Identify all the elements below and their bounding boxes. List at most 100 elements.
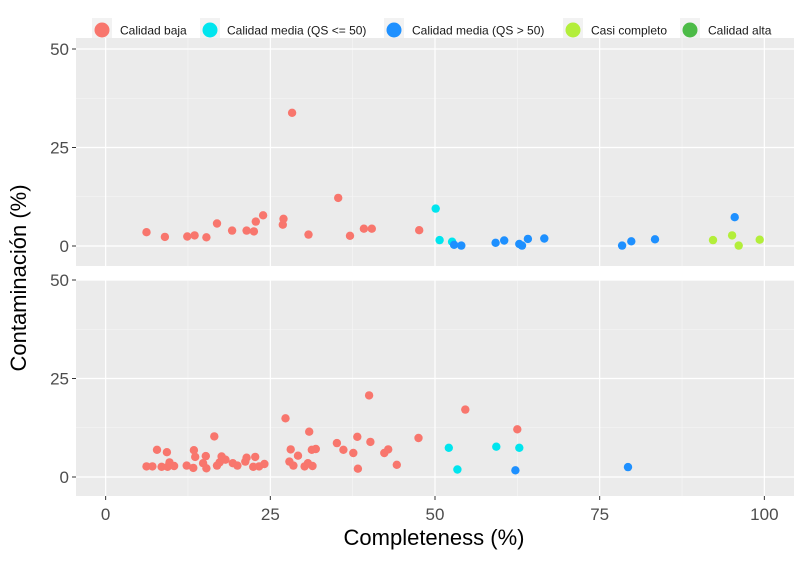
data-point	[289, 461, 298, 470]
data-point	[491, 238, 500, 247]
data-point	[349, 448, 358, 458]
data-point	[281, 414, 290, 423]
data-point	[353, 432, 362, 441]
data-point	[142, 228, 151, 237]
legend-label: Calidad baja	[120, 24, 187, 38]
data-point	[650, 235, 660, 244]
data-point	[345, 231, 355, 240]
data-point	[201, 451, 210, 461]
data-point	[152, 445, 162, 454]
data-point	[279, 214, 288, 223]
legend-item-3: Calidad media (QS > 50)	[384, 18, 544, 42]
data-point	[461, 405, 470, 414]
x-tick-label: 100	[750, 505, 778, 524]
data-point	[457, 241, 466, 250]
data-point	[500, 236, 509, 245]
data-point	[515, 443, 524, 452]
data-point	[202, 233, 211, 242]
facet-panels: 0 25 50 0 25 50	[50, 38, 794, 496]
data-point	[242, 226, 251, 235]
data-point	[449, 240, 459, 249]
data-point	[157, 462, 166, 471]
data-point	[304, 230, 313, 239]
data-point	[727, 231, 737, 240]
legend-item-2: Calidad media (QS <= 50)	[200, 18, 366, 42]
legend-label: Calidad media (QS > 50)	[412, 24, 544, 38]
data-point	[293, 451, 303, 460]
data-point	[260, 459, 269, 469]
data-point	[627, 237, 636, 246]
legend-item-4: Casi completo	[563, 18, 667, 42]
data-point	[734, 241, 743, 250]
data-point	[191, 452, 200, 462]
data-point	[183, 232, 192, 241]
panel-2: 0 25 50	[50, 271, 794, 496]
data-point	[339, 445, 348, 454]
legend-item-5: Calidad alta	[680, 18, 772, 42]
data-point	[617, 241, 627, 250]
data-point	[221, 455, 230, 464]
data-point	[242, 453, 251, 462]
legend: Calidad baja Calidad media (QS <= 50) Cali…	[92, 18, 772, 42]
data-point	[708, 235, 718, 245]
data-point	[334, 193, 343, 203]
x-tick-label: 0	[101, 505, 110, 524]
data-point	[189, 463, 198, 473]
data-point	[251, 217, 260, 226]
data-point	[523, 234, 533, 244]
data-point	[353, 464, 363, 473]
data-point	[384, 445, 393, 454]
data-point	[435, 235, 444, 245]
data-point	[511, 466, 520, 475]
data-point	[540, 234, 549, 243]
data-point	[492, 442, 501, 451]
data-point	[202, 464, 211, 473]
legend-swatch	[386, 22, 402, 38]
data-point	[182, 461, 191, 470]
data-point	[444, 443, 453, 452]
legend-swatch	[682, 22, 698, 38]
data-point	[332, 438, 342, 448]
data-point	[169, 461, 179, 471]
data-point	[453, 465, 462, 474]
data-point	[287, 108, 297, 118]
x-tick-label: 50	[426, 505, 445, 524]
data-point	[142, 462, 151, 471]
data-point	[755, 235, 764, 244]
data-point	[392, 460, 401, 469]
data-point	[162, 448, 172, 457]
x-tick-label: 25	[261, 505, 280, 524]
y-tick-label: 0	[60, 468, 69, 487]
data-point	[311, 444, 320, 454]
data-point	[160, 232, 170, 242]
y-tick-label: 25	[50, 370, 69, 389]
data-point	[249, 227, 259, 236]
data-point	[367, 224, 376, 233]
legend-label: Calidad media (QS <= 50)	[227, 24, 366, 38]
data-point	[623, 462, 633, 472]
data-point	[233, 461, 242, 470]
data-point	[366, 437, 375, 447]
legend-swatch	[202, 22, 218, 38]
data-point	[210, 432, 219, 441]
data-point	[730, 213, 739, 222]
x-axis-title: Completeness (%)	[344, 525, 525, 550]
data-point	[148, 462, 157, 471]
data-point	[415, 226, 424, 235]
legend-label: Casi completo	[591, 24, 667, 38]
data-point	[517, 241, 527, 250]
legend-label: Calidad alta	[708, 24, 772, 38]
data-point	[364, 391, 374, 400]
data-point	[305, 427, 314, 436]
x-axis-ticks: 0 25 50 75 100	[101, 496, 779, 524]
data-point	[258, 211, 268, 220]
data-point	[308, 461, 317, 471]
y-tick-label: 50	[50, 271, 69, 290]
data-point	[251, 452, 260, 462]
data-point	[190, 231, 199, 240]
data-point	[189, 446, 199, 455]
data-point	[286, 445, 295, 454]
legend-item-1: Calidad baja	[92, 18, 187, 42]
data-point	[414, 433, 423, 443]
